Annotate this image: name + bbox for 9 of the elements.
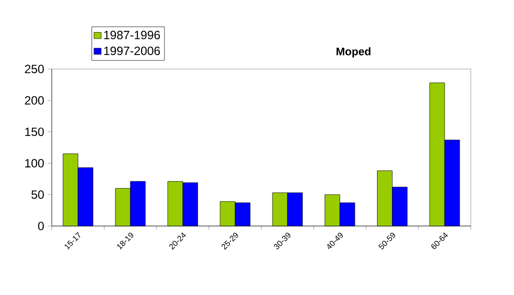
- y-tick-label: 150: [25, 128, 44, 136]
- legend-label: 1987-1996: [104, 30, 160, 40]
- y-tick-label: 200: [24, 96, 44, 105]
- y-tick-label: 50: [31, 190, 44, 199]
- y-tick-label: 0: [38, 222, 44, 230]
- legend-label: 1997-2006: [104, 46, 160, 56]
- y-tick-label: 100: [25, 158, 44, 168]
- chart-title: Moped: [336, 47, 370, 58]
- y-tick-label: 250: [24, 64, 44, 74]
